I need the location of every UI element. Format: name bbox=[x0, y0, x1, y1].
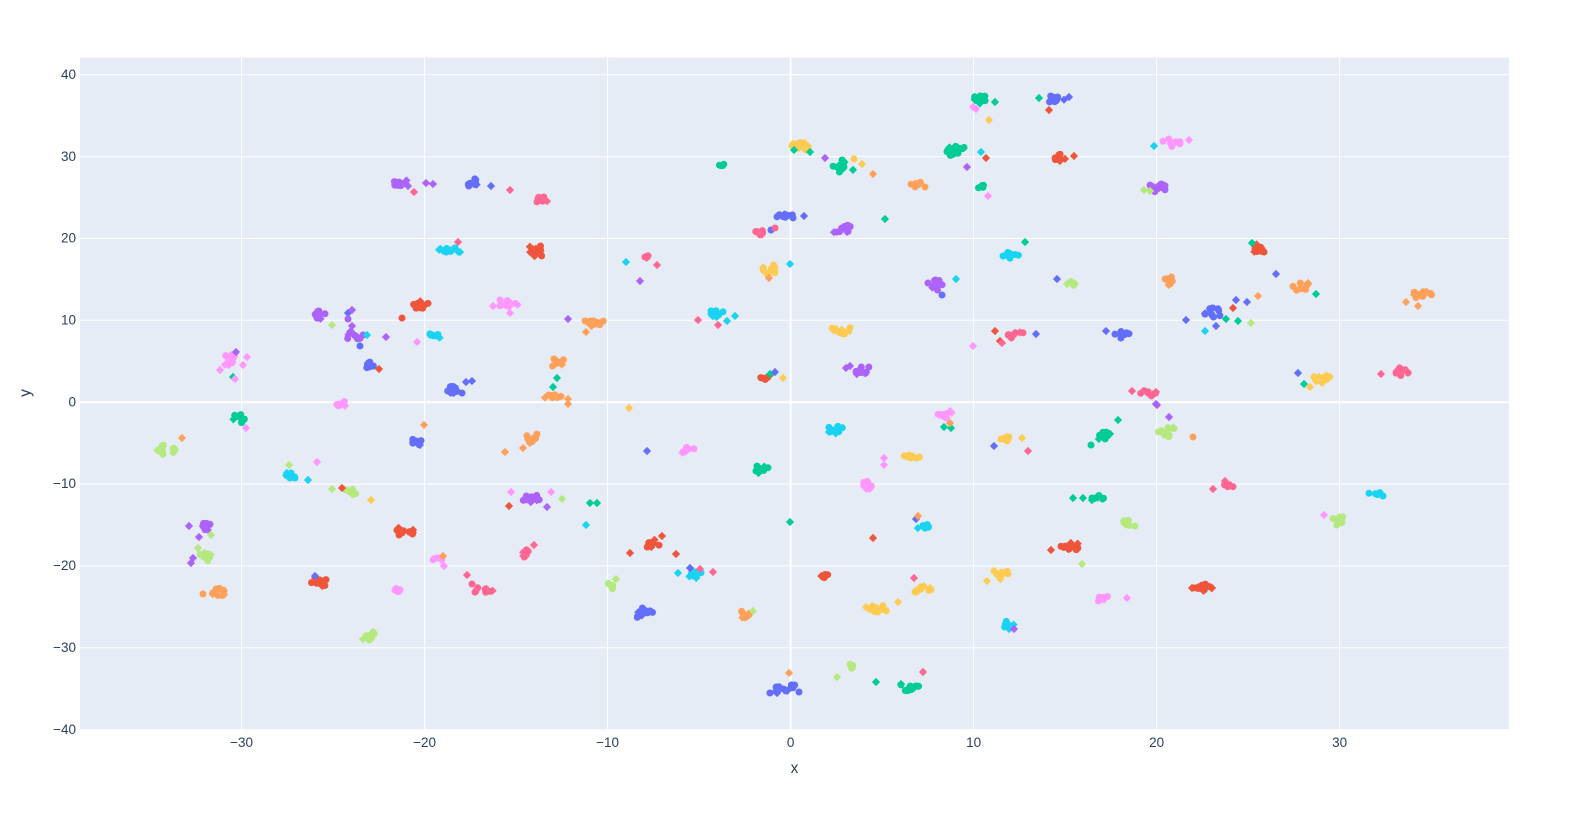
svg-text:10: 10 bbox=[966, 735, 981, 750]
svg-text:20: 20 bbox=[61, 231, 76, 246]
svg-text:20: 20 bbox=[1149, 735, 1164, 750]
svg-text:−30: −30 bbox=[230, 735, 253, 750]
svg-text:y: y bbox=[17, 389, 34, 397]
svg-text:−10: −10 bbox=[596, 735, 619, 750]
svg-text:30: 30 bbox=[61, 149, 76, 164]
svg-text:10: 10 bbox=[61, 313, 76, 328]
svg-text:−40: −40 bbox=[53, 722, 76, 737]
svg-text:40: 40 bbox=[61, 67, 76, 82]
svg-text:0: 0 bbox=[68, 394, 76, 409]
svg-text:30: 30 bbox=[1332, 735, 1347, 750]
svg-text:−10: −10 bbox=[53, 476, 76, 491]
svg-text:x: x bbox=[791, 760, 799, 777]
svg-text:−20: −20 bbox=[413, 735, 436, 750]
svg-text:0: 0 bbox=[787, 735, 795, 750]
svg-text:−20: −20 bbox=[53, 558, 76, 573]
svg-text:−30: −30 bbox=[53, 640, 76, 655]
